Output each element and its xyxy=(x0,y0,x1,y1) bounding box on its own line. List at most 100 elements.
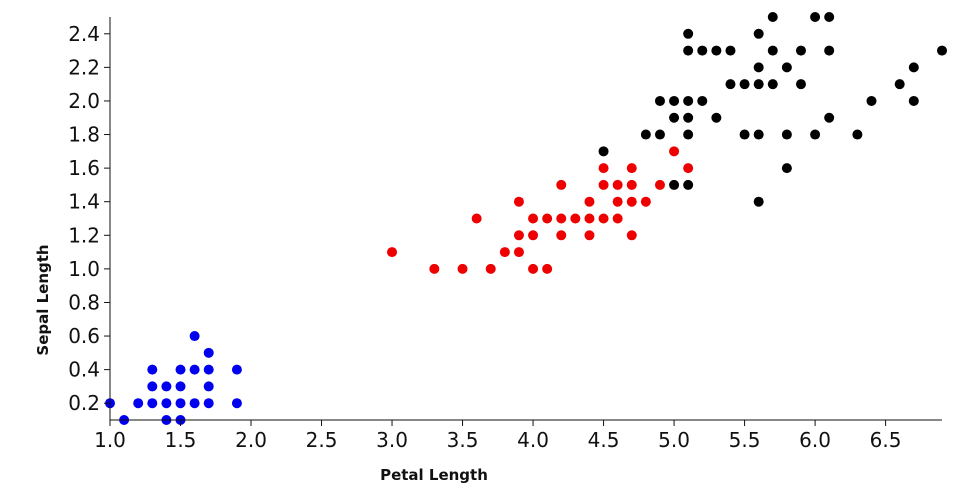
x-tick-label: 3.5 xyxy=(447,428,479,452)
data-point xyxy=(542,263,553,274)
data-point xyxy=(852,129,863,140)
data-point xyxy=(767,79,778,90)
data-point xyxy=(781,129,792,140)
data-point xyxy=(683,95,694,106)
data-point xyxy=(753,129,764,140)
data-point xyxy=(626,163,637,174)
data-point xyxy=(513,247,524,258)
data-point xyxy=(598,179,609,190)
x-tick-label: 2.5 xyxy=(306,428,338,452)
data-point xyxy=(203,398,214,409)
data-point xyxy=(654,179,665,190)
data-point xyxy=(189,364,200,375)
data-point xyxy=(556,213,567,224)
data-point xyxy=(528,263,539,274)
data-point xyxy=(739,79,750,90)
data-point xyxy=(598,146,609,157)
data-point xyxy=(542,213,553,224)
data-point xyxy=(725,45,736,56)
data-point xyxy=(824,112,835,123)
data-point xyxy=(147,381,158,392)
y-tick-label: 2.4 xyxy=(68,22,100,46)
y-tick-label: 1.0 xyxy=(68,257,100,281)
data-point xyxy=(203,347,214,358)
x-tick-label: 4.0 xyxy=(517,428,549,452)
data-point xyxy=(584,196,595,207)
data-point xyxy=(824,45,835,56)
data-point xyxy=(781,62,792,73)
x-axis-ticks: 1.0 1.5 2.0 2.5 3.0 3.5 4.0 4.5 5.0 5.5 6.0 6.5 xyxy=(94,420,901,452)
y-tick-label: 2.2 xyxy=(68,55,100,79)
data-point xyxy=(175,398,186,409)
y-tick-label: 0.2 xyxy=(68,391,100,415)
data-point xyxy=(175,381,186,392)
data-point xyxy=(654,95,665,106)
data-point xyxy=(683,28,694,39)
data-point xyxy=(203,364,214,375)
data-point xyxy=(189,331,200,342)
data-point xyxy=(781,163,792,174)
data-point xyxy=(203,381,214,392)
data-point xyxy=(697,95,708,106)
data-point xyxy=(753,79,764,90)
y-axis-ticks: 0.2 0.4 0.6 0.8 1.0 1.2 1.4 1.6 1.8 2.0 2.2 2.4 xyxy=(68,22,110,415)
x-tick-label: 4.5 xyxy=(588,428,620,452)
x-tick-label: 6.5 xyxy=(870,428,902,452)
data-point xyxy=(795,45,806,56)
data-point xyxy=(739,129,750,140)
data-point xyxy=(683,112,694,123)
data-point xyxy=(669,95,680,106)
data-point xyxy=(767,45,778,56)
data-point xyxy=(485,263,496,274)
data-point xyxy=(711,112,722,123)
x-tick-label: 5.0 xyxy=(658,428,690,452)
data-point xyxy=(161,381,172,392)
data-point xyxy=(612,213,623,224)
x-tick-label: 6.0 xyxy=(799,428,831,452)
data-point xyxy=(753,196,764,207)
data-point xyxy=(612,179,623,190)
data-point xyxy=(669,179,680,190)
data-point xyxy=(147,398,158,409)
data-point xyxy=(683,45,694,56)
x-tick-label: 2.0 xyxy=(235,428,267,452)
data-point xyxy=(654,129,665,140)
data-point xyxy=(133,398,144,409)
y-tick-label: 1.4 xyxy=(68,190,100,214)
y-tick-label: 1.2 xyxy=(68,223,100,247)
data-point xyxy=(231,364,242,375)
data-point xyxy=(683,163,694,174)
data-point xyxy=(908,95,919,106)
x-tick-label: 1.0 xyxy=(94,428,126,452)
x-tick-label: 1.5 xyxy=(165,428,197,452)
data-point xyxy=(457,263,468,274)
data-point xyxy=(626,196,637,207)
data-point xyxy=(711,45,722,56)
data-point xyxy=(908,62,919,73)
data-point xyxy=(556,179,567,190)
y-tick-label: 0.6 xyxy=(68,324,100,348)
y-tick-label: 1.8 xyxy=(68,123,100,147)
data-point xyxy=(499,247,510,258)
data-point xyxy=(528,213,539,224)
data-point xyxy=(810,129,821,140)
series-2 xyxy=(387,146,694,274)
data-point xyxy=(753,62,764,73)
data-point xyxy=(189,398,200,409)
data-point xyxy=(231,398,242,409)
data-point xyxy=(683,179,694,190)
data-point xyxy=(429,263,440,274)
x-tick-label: 3.0 xyxy=(376,428,408,452)
data-point xyxy=(161,398,172,409)
data-point xyxy=(598,213,609,224)
data-point xyxy=(387,247,398,258)
y-tick-label: 2.0 xyxy=(68,89,100,113)
series-1 xyxy=(105,331,242,425)
y-axis-title: Sepal Length xyxy=(34,244,52,355)
data-point xyxy=(147,364,158,375)
data-point xyxy=(584,230,595,241)
data-point xyxy=(626,230,637,241)
x-axis-title: Petal Length xyxy=(380,466,488,484)
axes-layer xyxy=(109,17,942,421)
